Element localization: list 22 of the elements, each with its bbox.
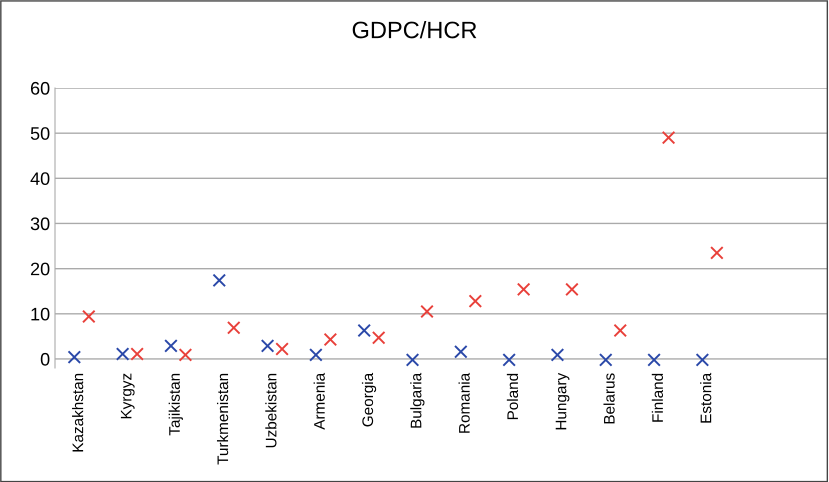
x-tick-label: Tajikistan (168, 374, 183, 436)
x-tick-label: Finland (652, 374, 664, 422)
x-tick-label: Bulgaria (410, 372, 424, 428)
y-tick-label: 0 (40, 352, 50, 366)
x-tick-label: Kazakhstan (72, 374, 84, 452)
y-tick-label: 10 (31, 308, 50, 321)
x-tick-label: Uzbekistan (265, 374, 277, 448)
x-tick-label: Romania (458, 372, 470, 433)
chart-title: GDPC/HCR (352, 20, 476, 38)
x-tick-label: Georgia (362, 372, 376, 426)
x-tick-label: Estonia (700, 372, 712, 423)
x-tick-label: Belarus (603, 373, 615, 424)
x-tick-label: Hungary (556, 372, 570, 430)
y-tick-label: 40 (30, 172, 50, 186)
x-tick-label: Armenia (314, 372, 325, 430)
y-tick-label: 20 (30, 262, 50, 276)
y-tick-label: 30 (30, 217, 50, 230)
y-tick-label: 60 (30, 82, 50, 95)
x-tick-label: Kyrgyz (120, 374, 135, 418)
x-tick-label: Poland (506, 374, 518, 420)
x-tick-label: Turkmenistan (216, 374, 228, 464)
y-tick-label: 50 (30, 127, 50, 140)
